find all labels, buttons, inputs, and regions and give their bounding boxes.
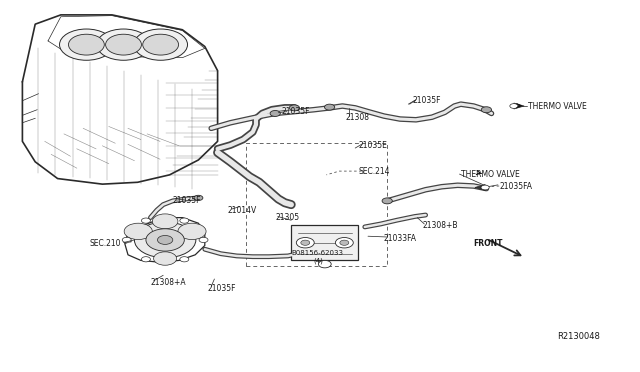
Circle shape — [60, 29, 113, 60]
Text: (4): (4) — [314, 257, 323, 264]
Text: SEC.210: SEC.210 — [90, 239, 121, 248]
Circle shape — [481, 185, 489, 190]
Circle shape — [481, 107, 492, 113]
Circle shape — [122, 237, 131, 243]
Text: R2130048: R2130048 — [557, 332, 600, 341]
Circle shape — [270, 110, 280, 116]
Circle shape — [301, 240, 310, 246]
Circle shape — [194, 195, 203, 201]
Circle shape — [296, 238, 314, 248]
Polygon shape — [475, 185, 485, 190]
Circle shape — [178, 223, 206, 240]
Bar — [291, 225, 358, 260]
Circle shape — [68, 34, 104, 55]
Text: 21014V: 21014V — [227, 206, 257, 215]
Text: 21035F: 21035F — [173, 196, 202, 205]
Text: THERMO VALVE: THERMO VALVE — [461, 170, 520, 179]
Text: THERMO VALVE: THERMO VALVE — [528, 102, 587, 110]
Circle shape — [340, 240, 349, 246]
Circle shape — [124, 223, 152, 240]
Circle shape — [510, 104, 518, 108]
Bar — [246, 143, 387, 266]
Circle shape — [141, 257, 150, 262]
Polygon shape — [514, 103, 524, 109]
Circle shape — [97, 29, 150, 60]
Circle shape — [134, 222, 196, 258]
Circle shape — [180, 218, 189, 223]
Circle shape — [335, 238, 353, 248]
Text: 21308+A: 21308+A — [150, 278, 186, 287]
Text: 21033FA: 21033FA — [384, 234, 417, 243]
Text: B08156-62033: B08156-62033 — [291, 250, 343, 256]
Circle shape — [146, 229, 184, 251]
Circle shape — [106, 34, 141, 55]
Text: 21035F: 21035F — [208, 284, 237, 293]
Circle shape — [382, 198, 392, 204]
Text: 21035FA: 21035FA — [499, 182, 532, 190]
Circle shape — [180, 257, 189, 262]
Circle shape — [134, 29, 188, 60]
Text: 21305: 21305 — [275, 213, 300, 222]
Circle shape — [152, 214, 178, 229]
Text: 21308+B: 21308+B — [422, 221, 458, 230]
Text: 21035F: 21035F — [282, 107, 310, 116]
Circle shape — [199, 237, 208, 243]
Circle shape — [324, 104, 335, 110]
Text: SEC.214: SEC.214 — [358, 167, 390, 176]
Text: 21035E: 21035E — [358, 141, 387, 150]
Circle shape — [143, 34, 179, 55]
Text: 21308: 21308 — [346, 113, 370, 122]
Text: 21035F: 21035F — [413, 96, 442, 105]
Text: FRONT: FRONT — [474, 239, 503, 248]
Circle shape — [157, 235, 173, 244]
Circle shape — [154, 252, 177, 265]
Circle shape — [319, 260, 332, 268]
Circle shape — [289, 105, 300, 111]
Circle shape — [141, 218, 150, 223]
